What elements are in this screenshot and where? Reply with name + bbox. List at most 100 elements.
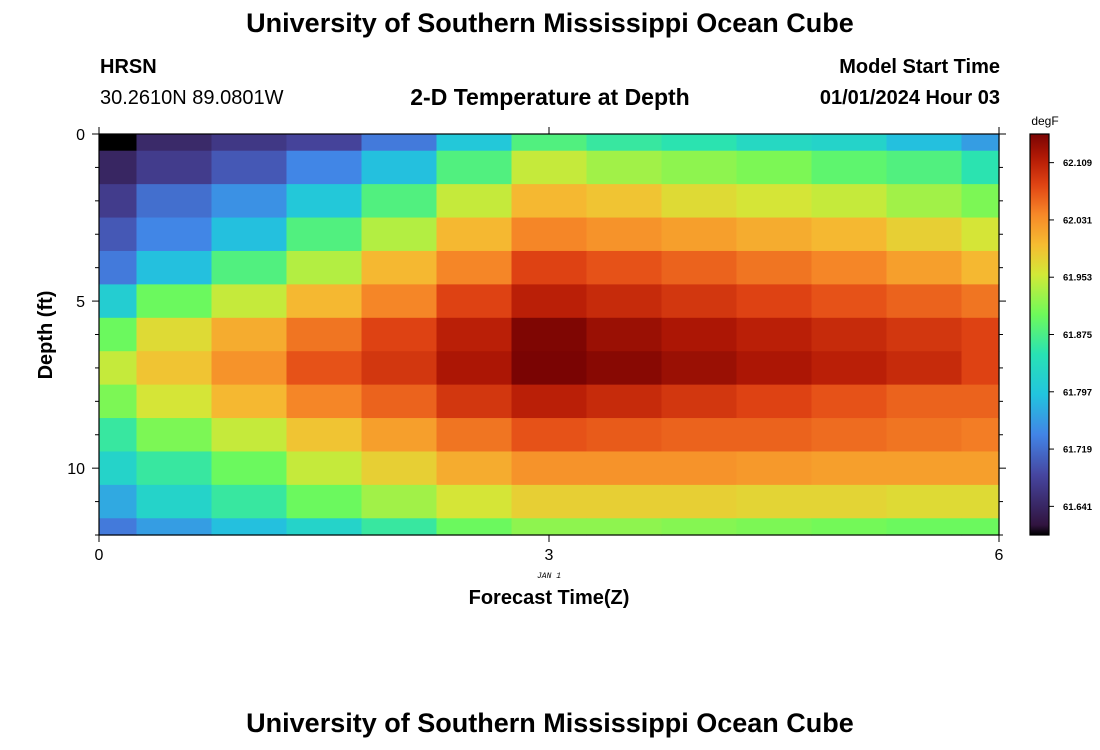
heatmap-cell — [286, 384, 363, 419]
heatmap-cell — [136, 518, 213, 536]
heatmap-cell — [511, 284, 588, 319]
heatmap-cell — [99, 217, 138, 252]
heatmap-cell — [286, 217, 363, 252]
heatmap-cell — [961, 351, 1000, 386]
heatmap-cell — [286, 484, 363, 519]
heatmap-cell — [661, 418, 738, 453]
heatmap-cell — [811, 184, 888, 219]
heatmap-cell — [586, 284, 663, 319]
heatmap-cell — [811, 484, 888, 519]
heatmap-cell — [99, 518, 138, 536]
heatmap-cell — [961, 484, 1000, 519]
heatmap-cell — [361, 384, 438, 419]
heatmap-cell — [736, 351, 813, 386]
heatmap-cell — [736, 518, 813, 536]
model-start-label: Model Start Time — [839, 56, 1000, 78]
heatmap-cell — [886, 150, 963, 185]
heatmap-cell — [736, 284, 813, 319]
heatmap-cell — [736, 451, 813, 486]
heatmap-cell — [136, 250, 213, 285]
colorbar-tick-label: 61.797 — [1063, 387, 1092, 398]
temperature-depth-chart: 0 5 10 0 3 6 Forecast Time(Z) JAN 1 Depth (ft… — [35, 114, 1093, 609]
heatmap-cell — [886, 518, 963, 536]
heatmap-cell — [361, 150, 438, 185]
heatmap-cell — [736, 217, 813, 252]
heatmap-cell — [436, 217, 513, 252]
heatmap-cell — [886, 451, 963, 486]
heatmap-cell — [511, 384, 588, 419]
heatmap-cell — [586, 217, 663, 252]
heatmap-cell — [436, 484, 513, 519]
colorbar-tick-label: 62.031 — [1063, 215, 1093, 226]
y-tick-label: 10 — [67, 461, 85, 478]
heatmap-cell — [136, 184, 213, 219]
heatmap-cell — [99, 484, 138, 519]
heatmap-cell — [361, 518, 438, 536]
heatmap-cell — [99, 317, 138, 352]
heatmap-cell — [99, 451, 138, 486]
heatmap-cell — [586, 351, 663, 386]
heatmap-cell — [961, 184, 1000, 219]
heatmap-cell — [99, 184, 138, 219]
heatmap-cell — [286, 150, 363, 185]
heatmap-cell — [511, 250, 588, 285]
heatmap-cell — [136, 150, 213, 185]
heatmap-cell — [211, 418, 288, 453]
heatmap-cell — [736, 317, 813, 352]
heatmap-cell — [436, 518, 513, 536]
heatmap-cell — [211, 134, 288, 152]
heatmap-cell — [811, 518, 888, 536]
heatmap-cell — [961, 317, 1000, 352]
heatmap-cell — [886, 217, 963, 252]
x-tick-label: 3 — [545, 547, 554, 564]
heatmap-cell — [361, 134, 438, 152]
heatmap-cell — [436, 134, 513, 152]
heatmap-cell — [811, 317, 888, 352]
heatmap-cell — [886, 317, 963, 352]
heatmap-cell — [99, 384, 138, 419]
heatmap-cell — [361, 484, 438, 519]
heatmap-cell — [586, 484, 663, 519]
page-title: University of Southern Mississippi Ocean… — [246, 8, 854, 38]
heatmap-cell — [811, 150, 888, 185]
heatmap-cell — [661, 518, 738, 536]
heatmap-cell — [586, 150, 663, 185]
heatmap-cell — [286, 134, 363, 152]
heatmap-cell — [361, 217, 438, 252]
footer-title: University of Southern Mississippi Ocean… — [246, 708, 854, 738]
heatmap-cell — [99, 150, 138, 185]
heatmap-cell — [511, 317, 588, 352]
heatmap-cell — [436, 184, 513, 219]
heatmap-cell — [436, 317, 513, 352]
heatmap-cell — [886, 418, 963, 453]
heatmap-cell — [661, 284, 738, 319]
heatmap-cell — [136, 317, 213, 352]
heatmap-cell — [136, 384, 213, 419]
heatmap-cell — [961, 384, 1000, 419]
heatmap-cell — [661, 484, 738, 519]
heatmap-cell — [736, 484, 813, 519]
heatmap-cell — [211, 518, 288, 536]
colorbar-tick-label: 61.641 — [1063, 502, 1093, 513]
heatmap-cell — [886, 351, 963, 386]
heatmap-cell — [211, 484, 288, 519]
heatmap-cell — [436, 451, 513, 486]
heatmap-cell — [511, 134, 588, 152]
colorbar: degF 61.641 61.719 61.797 61.875 61.953 62.03… — [1029, 114, 1093, 536]
heatmap-cell — [136, 418, 213, 453]
heatmap-cell — [361, 184, 438, 219]
heatmap-cell — [286, 418, 363, 453]
heatmap-cell — [886, 184, 963, 219]
y-axis-label: Depth (ft) — [35, 291, 57, 380]
heatmap-cell — [286, 284, 363, 319]
heatmap-cell — [211, 284, 288, 319]
heatmap-cell — [361, 317, 438, 352]
heatmap-cell — [511, 351, 588, 386]
heatmap-cell — [586, 184, 663, 219]
heatmap-cell — [436, 284, 513, 319]
heatmap-cell — [811, 451, 888, 486]
colorbar-tick-label: 61.719 — [1063, 445, 1092, 456]
heatmap-cell — [811, 284, 888, 319]
heatmap-cell — [436, 250, 513, 285]
heatmap-cell — [961, 418, 1000, 453]
